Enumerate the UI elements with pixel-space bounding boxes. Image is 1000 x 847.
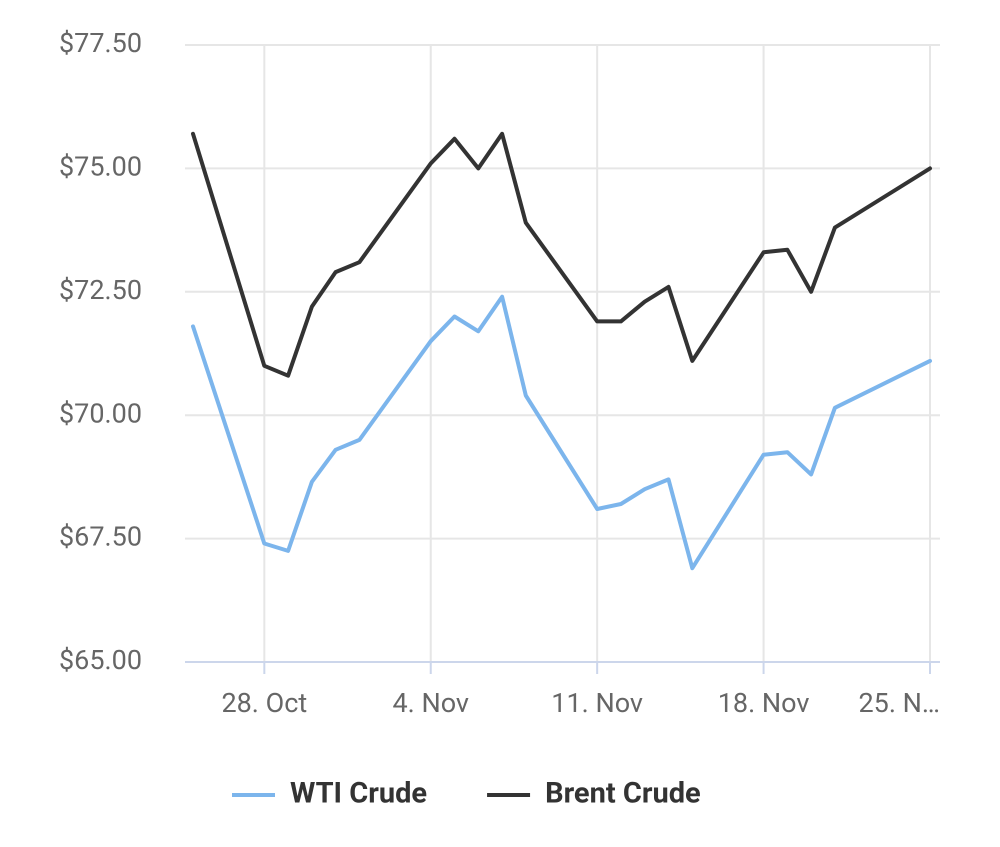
legend-label: WTI Crude <box>290 777 427 811</box>
legend-label: Brent Crude <box>545 777 701 811</box>
x-tick-label: 11. Nov <box>551 687 643 719</box>
x-tick-label: 28. Oct <box>221 687 307 719</box>
series-line <box>191 131 932 378</box>
x-tick-label: 4. Nov <box>392 687 469 719</box>
y-tick-label: $65.00 <box>59 644 142 676</box>
x-tick-label: 18. Nov <box>718 687 810 719</box>
y-tick-label: $70.00 <box>59 397 142 429</box>
x-tick-label: 25. N… <box>859 687 941 719</box>
series-line <box>191 294 932 571</box>
y-tick-label: $77.50 <box>59 27 142 59</box>
y-tick-label: $75.00 <box>59 151 142 183</box>
y-tick-label: $67.50 <box>59 521 142 553</box>
y-tick-label: $72.50 <box>59 274 142 306</box>
